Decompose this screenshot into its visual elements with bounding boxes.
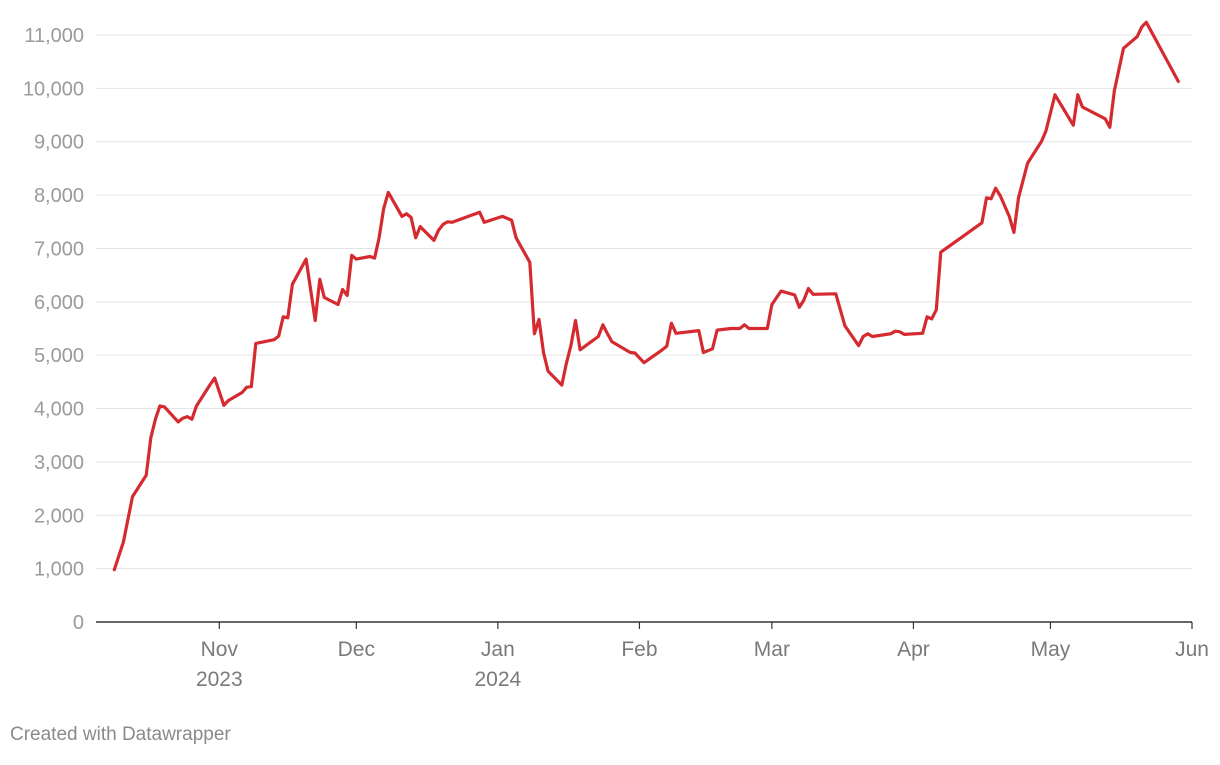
gridlines — [96, 34, 1192, 570]
x-tick-label: Feb — [621, 638, 657, 661]
x-axis-ticks: Nov 2023 Dec Jan 2024 Feb Mar Apr May Jun — [196, 622, 1209, 691]
x-tick-label: Mar — [754, 638, 790, 661]
x-tick-label: Apr — [897, 638, 930, 661]
x-tick-label: Dec — [338, 638, 375, 661]
y-tick-label: 10,000 — [23, 78, 84, 100]
x-tick-label: Jan — [481, 638, 515, 661]
y-axis-ticks: 0 1,000 2,000 3,000 4,000 5,000 6,000 7,000 8,00… — [23, 25, 84, 634]
y-tick-label: 2,000 — [34, 505, 84, 527]
x-tick-year-label: 2023 — [196, 668, 243, 691]
y-tick-label: 1,000 — [34, 559, 84, 581]
footer-credit: Created with Datawrapper — [10, 724, 231, 745]
y-tick-label: 8,000 — [34, 185, 84, 207]
series-layer — [112, 20, 1180, 572]
y-tick-label: 3,000 — [34, 452, 84, 474]
y-tick-label: 11,000 — [24, 25, 84, 47]
y-tick-label: 6,000 — [34, 292, 84, 314]
y-tick-label: 0 — [73, 612, 84, 634]
series-line — [112, 20, 1180, 572]
x-tick-label: Nov — [201, 638, 239, 661]
x-tick-label: Jun — [1175, 638, 1209, 661]
x-tick-year-label: 2024 — [475, 668, 522, 691]
y-tick-label: 5,000 — [34, 345, 84, 367]
x-tick-label: May — [1031, 638, 1071, 661]
y-tick-label: 4,000 — [34, 399, 84, 421]
y-tick-label: 7,000 — [34, 238, 84, 260]
y-tick-label: 9,000 — [34, 132, 84, 154]
